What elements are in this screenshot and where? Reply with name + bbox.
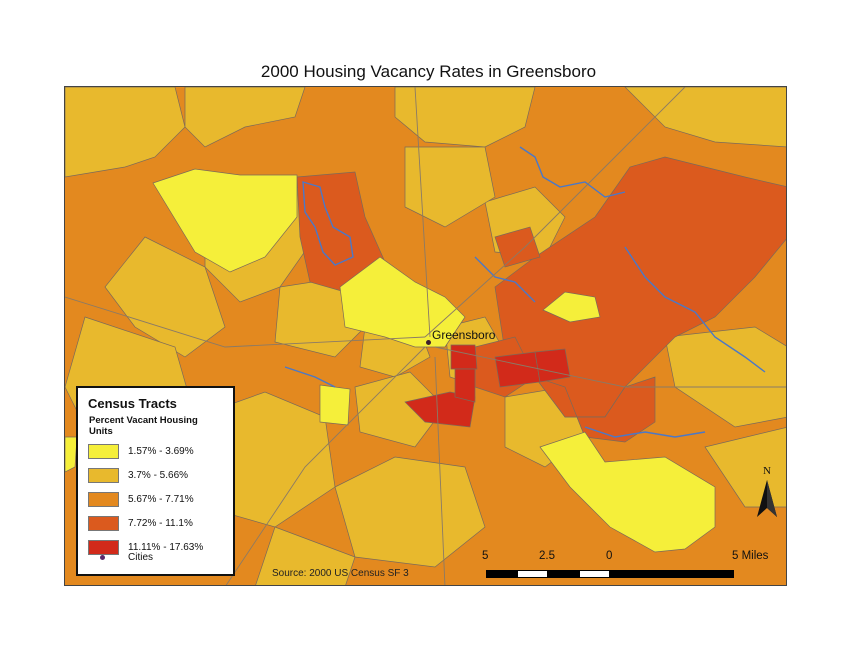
lake-ne bbox=[519, 146, 626, 198]
scale-segment bbox=[548, 570, 579, 578]
tract-s-3 bbox=[255, 526, 356, 585]
legend-item: 1.57% - 3.69% bbox=[88, 444, 233, 460]
legend-cities-row: Cities bbox=[88, 552, 228, 566]
tract-yellow-edge bbox=[65, 436, 78, 473]
tract-downtown-2 bbox=[494, 351, 541, 388]
tract-downtown-3 bbox=[534, 348, 571, 383]
tract-ne-top bbox=[624, 87, 786, 148]
legend-item: 7.72% - 11.1% bbox=[88, 516, 233, 532]
tract-yellow-center bbox=[339, 256, 466, 348]
scale-segment bbox=[486, 570, 517, 578]
legend-cities-label: Cities bbox=[128, 552, 154, 563]
scale-bar: 5 2.5 0 5 Miles bbox=[470, 550, 770, 580]
tract-yellow-nw bbox=[152, 168, 298, 273]
north-arrow-icon: N bbox=[757, 465, 777, 517]
scale-segment bbox=[517, 570, 548, 578]
north-arrow-shade bbox=[767, 480, 777, 517]
tract-center-east bbox=[534, 376, 656, 443]
lake-nw bbox=[302, 181, 354, 266]
legend-item: 3.7% - 5.66% bbox=[88, 468, 233, 484]
tract-ne-small bbox=[494, 226, 541, 268]
tracts-class-1[interactable] bbox=[65, 168, 716, 553]
tract-yellow-sw bbox=[319, 384, 351, 426]
legend-item-label: 1.57% - 3.69% bbox=[128, 446, 194, 457]
scale-segment bbox=[610, 570, 734, 578]
legend-item: 5.67% - 7.71% bbox=[88, 492, 233, 508]
tract-west-2 bbox=[104, 236, 226, 358]
scale-label-mid: 2.5 bbox=[539, 550, 555, 562]
scale-label-right: 5 Miles bbox=[732, 550, 769, 562]
road-w bbox=[65, 296, 426, 348]
legend-subtitle: Percent Vacant Housing Units bbox=[89, 415, 198, 437]
legend-item: 11.11% - 17.63% bbox=[88, 540, 233, 556]
legend-item-label: 3.7% - 5.66% bbox=[128, 470, 189, 481]
scale-label-zero: 0 bbox=[606, 550, 613, 562]
water-features bbox=[284, 146, 766, 438]
legend: Census Tracts Percent Vacant Housing Uni… bbox=[76, 386, 235, 576]
tract-north-center bbox=[404, 146, 496, 228]
legend-item-label: 11.11% - 17.63% bbox=[128, 542, 204, 553]
legend-title: Census Tracts bbox=[88, 396, 177, 411]
tract-north-1 bbox=[184, 87, 306, 148]
map-title: 2000 Housing Vacancy Rates in Greensboro bbox=[260, 62, 597, 81]
north-label: N bbox=[763, 465, 771, 477]
road-n bbox=[414, 87, 431, 338]
tract-downtown-4 bbox=[454, 368, 476, 403]
scale-label-left: 5 bbox=[482, 550, 489, 562]
tract-south-red bbox=[404, 391, 476, 428]
city-dot-icon bbox=[100, 555, 105, 560]
tract-nw-corner bbox=[65, 87, 186, 178]
scale-segment bbox=[579, 570, 610, 578]
stream-se bbox=[584, 426, 706, 438]
stream-center bbox=[474, 256, 536, 303]
tract-downtown-1 bbox=[450, 344, 478, 370]
city-marker[interactable] bbox=[426, 340, 431, 345]
legend-swatch bbox=[88, 516, 119, 531]
road-e bbox=[434, 346, 786, 388]
source-note: Source: 2000 US Census SF 3 bbox=[272, 568, 409, 579]
tracts-class-5[interactable] bbox=[404, 344, 571, 428]
stream-sw bbox=[284, 366, 336, 388]
roads bbox=[65, 87, 786, 585]
road-s bbox=[434, 356, 446, 585]
legend-swatch bbox=[88, 540, 119, 555]
tract-center-3 bbox=[354, 371, 446, 448]
road-sw bbox=[225, 346, 426, 585]
legend-swatch bbox=[88, 468, 119, 483]
tract-yellow-se bbox=[539, 431, 716, 553]
stream-east bbox=[624, 246, 766, 373]
road-ne bbox=[424, 87, 686, 338]
legend-swatch bbox=[88, 492, 119, 507]
city-label: Greensboro bbox=[432, 328, 496, 342]
tract-yellow-east bbox=[542, 291, 601, 323]
legend-item-label: 5.67% - 7.71% bbox=[128, 494, 194, 505]
legend-swatch bbox=[88, 444, 119, 459]
legend-item-label: 7.72% - 11.1% bbox=[128, 518, 193, 529]
